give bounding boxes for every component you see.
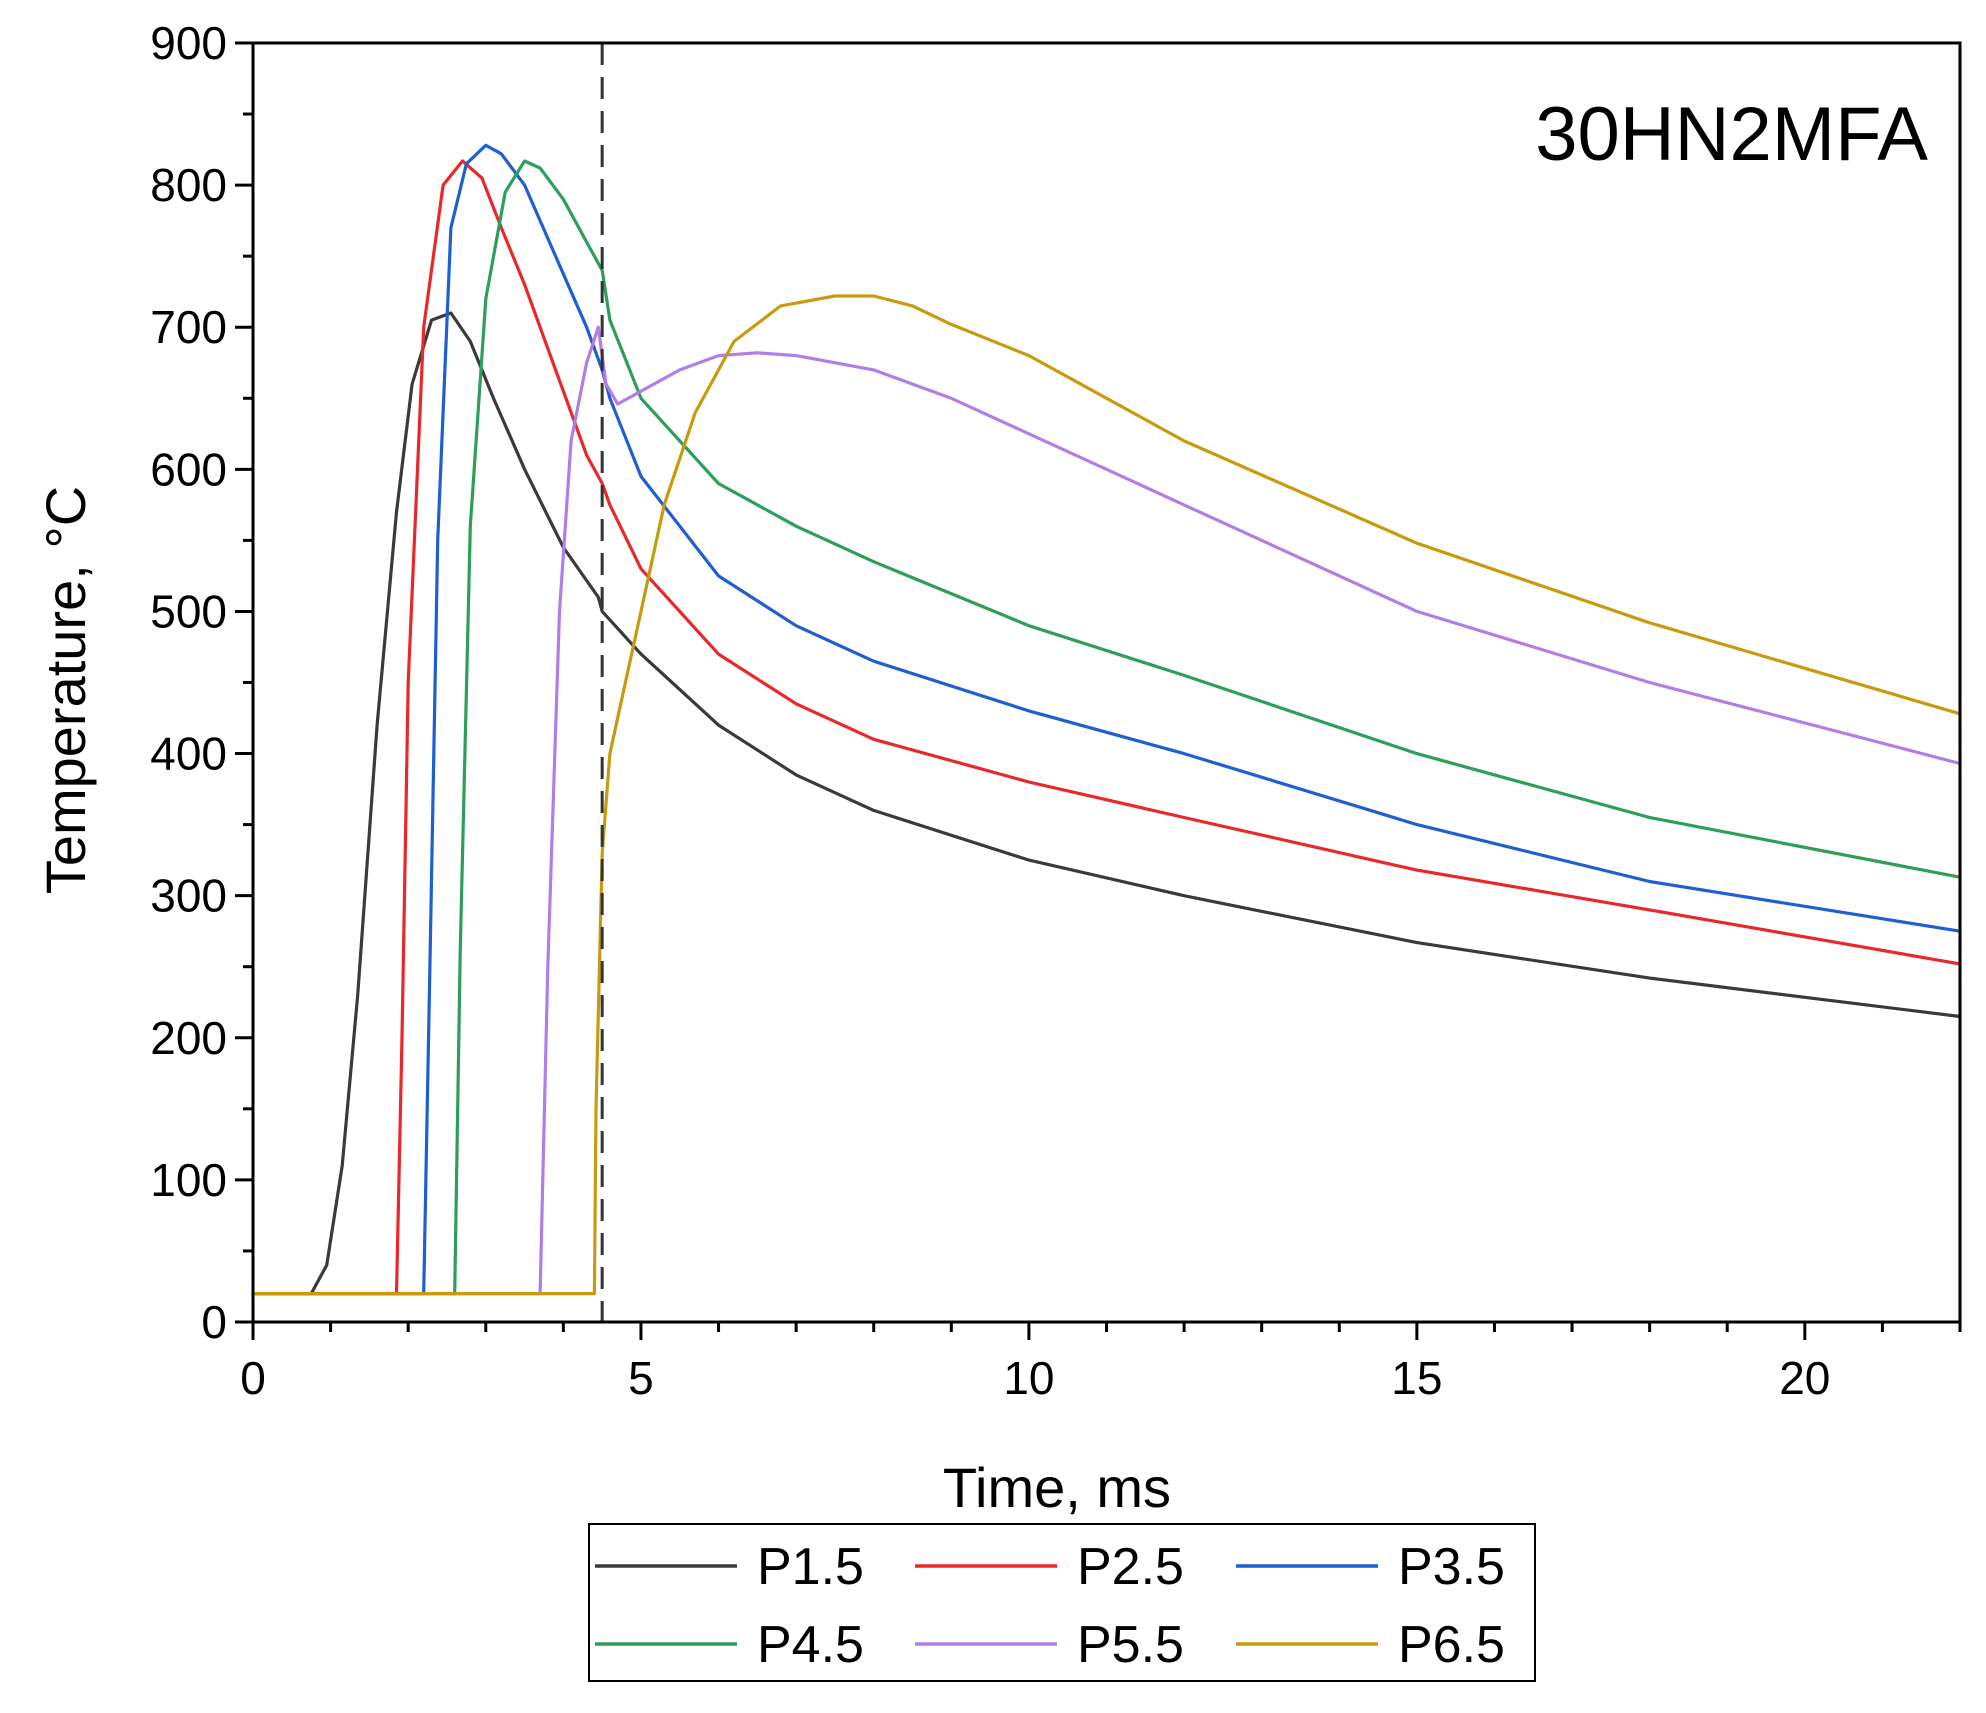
legend-label-P4.5: P4.5	[757, 1616, 864, 1674]
x-tick-label: 0	[240, 1352, 266, 1404]
legend-label-P1.5: P1.5	[757, 1538, 864, 1596]
x-tick-label: 5	[628, 1352, 654, 1404]
plot-frame	[251, 41, 1962, 1324]
series-line-P2.5	[251, 159, 1962, 1296]
legend-label-P6.5: P6.5	[1398, 1616, 1505, 1674]
chart-annotation: 30HN2MFA	[1535, 92, 1928, 177]
y-tick-label: 700	[150, 301, 227, 353]
y-tick-label: 900	[150, 17, 227, 69]
x-axis: 0 5 10 15 20	[240, 1322, 1962, 1404]
legend: P1.5 P2.5 P3.5 P4.5 P5.5 P6.5	[588, 1523, 1536, 1682]
y-axis-title: Temperature, °C	[34, 486, 97, 894]
y-tick-label: 600	[150, 443, 227, 495]
series-line-P5.5	[251, 325, 1962, 1296]
series-line-P4.5	[251, 159, 1962, 1296]
y-tick-label: 0	[201, 1296, 227, 1348]
series-line-P6.5	[251, 294, 1962, 1296]
y-tick-label: 400	[150, 728, 227, 780]
y-tick-label: 500	[150, 585, 227, 637]
legend-label-P3.5: P3.5	[1398, 1538, 1505, 1596]
y-tick-label: 300	[150, 870, 227, 922]
series-layer	[251, 143, 1962, 1296]
x-axis-title: Time, ms	[943, 1456, 1171, 1519]
legend-frame	[588, 1523, 1536, 1682]
y-tick-label: 800	[150, 159, 227, 211]
series-line-P1.5	[251, 311, 1962, 1296]
y-axis: 0 100 200 300 400 500 600 700 800 900	[150, 17, 253, 1348]
x-tick-label: 10	[1003, 1352, 1054, 1404]
y-tick-label: 100	[150, 1154, 227, 1206]
legend-label-P2.5: P2.5	[1077, 1538, 1184, 1596]
y-tick-label: 200	[150, 1012, 227, 1064]
x-tick-label: 20	[1779, 1352, 1830, 1404]
x-tick-label: 15	[1391, 1352, 1442, 1404]
legend-label-P5.5: P5.5	[1077, 1616, 1184, 1674]
series-line-P3.5	[251, 143, 1962, 1296]
plot-area	[251, 41, 1962, 1324]
